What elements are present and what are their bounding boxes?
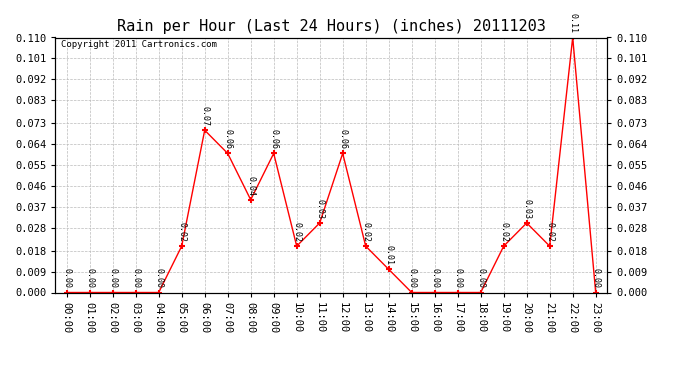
Text: 0.00: 0.00 bbox=[131, 268, 140, 288]
Text: 0.00: 0.00 bbox=[154, 268, 164, 288]
Title: Rain per Hour (Last 24 Hours) (inches) 20111203: Rain per Hour (Last 24 Hours) (inches) 2… bbox=[117, 18, 546, 33]
Text: 0.02: 0.02 bbox=[499, 222, 509, 242]
Text: 0.02: 0.02 bbox=[292, 222, 302, 242]
Text: 0.11: 0.11 bbox=[568, 13, 578, 33]
Text: 0.03: 0.03 bbox=[315, 199, 324, 219]
Text: 0.00: 0.00 bbox=[62, 268, 71, 288]
Text: 0.04: 0.04 bbox=[246, 176, 255, 196]
Text: 0.06: 0.06 bbox=[223, 129, 233, 149]
Text: 0.00: 0.00 bbox=[591, 268, 600, 288]
Text: 0.07: 0.07 bbox=[200, 106, 209, 126]
Text: Copyright 2011 Cartronics.com: Copyright 2011 Cartronics.com bbox=[61, 40, 217, 49]
Text: 0.06: 0.06 bbox=[338, 129, 347, 149]
Text: 0.02: 0.02 bbox=[545, 222, 554, 242]
Text: 0.00: 0.00 bbox=[85, 268, 95, 288]
Text: 0.00: 0.00 bbox=[453, 268, 462, 288]
Text: 0.03: 0.03 bbox=[522, 199, 531, 219]
Text: 0.02: 0.02 bbox=[361, 222, 371, 242]
Text: 0.00: 0.00 bbox=[407, 268, 416, 288]
Text: 0.00: 0.00 bbox=[108, 268, 117, 288]
Text: 0.00: 0.00 bbox=[430, 268, 440, 288]
Text: 0.01: 0.01 bbox=[384, 245, 393, 265]
Text: 0.00: 0.00 bbox=[476, 268, 485, 288]
Text: 0.06: 0.06 bbox=[269, 129, 278, 149]
Text: 0.02: 0.02 bbox=[177, 222, 186, 242]
